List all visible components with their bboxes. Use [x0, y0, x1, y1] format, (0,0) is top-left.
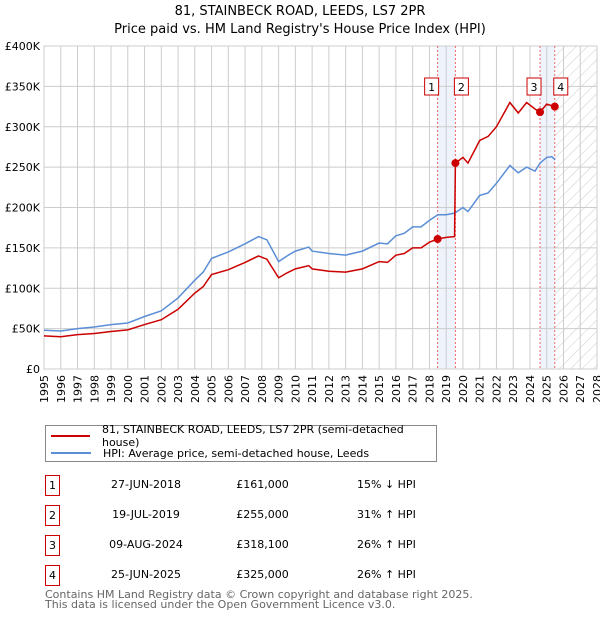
x-tick-label: 2001 [139, 375, 152, 403]
transaction-price: £325,000 [236, 568, 289, 581]
x-tick-label: 2000 [122, 375, 135, 403]
x-tick-label: 2020 [457, 375, 470, 403]
sale-point [433, 234, 442, 243]
legend-swatch-red [51, 435, 90, 437]
x-tick-label: 2004 [189, 375, 202, 403]
chart-title: 81, STAINBECK ROAD, LEEDS, LS7 2PR [174, 4, 426, 19]
y-tick-label: £100K [5, 282, 41, 295]
transaction-number: 4 [45, 565, 60, 586]
transaction-number: 1 [45, 475, 60, 496]
x-tick-label: 2018 [423, 375, 436, 403]
y-tick-label: £150K [5, 242, 41, 255]
x-tick-label: 2028 [591, 375, 600, 403]
x-tick-label: 2005 [206, 375, 219, 403]
price-chart: 1995 1996 1997 1998 1999 2000 2001 2002 2003 2004… [5, 40, 600, 403]
y-tick-label: £0 [26, 363, 40, 376]
sale-point [451, 159, 460, 168]
x-tick-label: 2026 [557, 375, 570, 403]
transaction-date: 27-JUN-2018 [110, 478, 182, 491]
x-tick-label: 2024 [524, 375, 537, 403]
transaction-label: 4 [557, 81, 564, 94]
transaction-hpi-diff: 15% ↓ HPI [357, 478, 416, 491]
x-tick-label: 2016 [390, 375, 403, 403]
transaction-date: 09-AUG-2024 [109, 538, 183, 551]
transaction-row: 1 27-JUN-2018 £161,000 15% ↓ HPI [45, 475, 445, 497]
sale-point [550, 102, 559, 111]
transaction-label: 2 [458, 81, 465, 94]
legend-swatch-blue [51, 452, 91, 454]
transaction-row: 2 19-JUL-2019 £255,000 31% ↑ HPI [45, 505, 445, 527]
plot-border [43, 45, 598, 370]
y-tick-label: £350K [5, 80, 41, 93]
transaction-price: £318,100 [236, 538, 289, 551]
y-tick-label: £300K [5, 121, 41, 134]
transaction-hpi-diff: 31% ↑ HPI [357, 508, 416, 521]
x-tick-label: 2019 [440, 375, 453, 403]
x-tick-label: 2006 [222, 375, 235, 403]
legend: 81, STAINBECK ROAD, LEEDS, LS7 2PR (semi… [45, 423, 437, 462]
x-tick-label: 1998 [88, 375, 101, 403]
transaction-label: 1 [428, 81, 435, 94]
x-tick-label: 2015 [373, 375, 386, 403]
x-tick-label: 2011 [306, 375, 319, 403]
footer-line: This data is licensed under the Open Gov… [45, 598, 396, 611]
sale-point [536, 108, 545, 117]
x-tick-label: 1997 [72, 375, 85, 403]
legend-item-hpi: HPI: Average price, semi-detached house,… [51, 445, 369, 461]
x-tick-label: 2002 [155, 375, 168, 403]
transaction-label-box [526, 77, 542, 96]
property-price-line [43, 101, 555, 338]
transaction-number: 2 [45, 505, 60, 526]
x-tick-label: 2003 [172, 375, 185, 403]
x-tick-label: 2010 [289, 375, 302, 403]
y-tick-label: £250K [5, 161, 41, 174]
transaction-label-box [553, 77, 569, 96]
x-tick-label: 1999 [105, 375, 118, 403]
legend-label: HPI: Average price, semi-detached house,… [103, 446, 370, 460]
transaction-label-box [453, 77, 469, 96]
x-tick-label: 2023 [507, 375, 520, 403]
y-tick-label: £400K [5, 40, 41, 53]
x-tick-label: 2027 [574, 375, 587, 403]
transaction-price: £255,000 [236, 508, 289, 521]
legend-item-property: 81, STAINBECK ROAD, LEEDS, LS7 2PR (semi… [51, 423, 436, 449]
footer: Contains HM Land Registry data © Crown c… [45, 588, 473, 611]
x-tick-label: 2009 [273, 375, 286, 403]
x-tick-label: 2013 [340, 375, 353, 403]
x-tick-label: 1996 [55, 375, 68, 403]
transaction-price: £161,000 [236, 478, 289, 491]
y-tick-label: £200K [5, 202, 41, 215]
chart-subtitle: Price paid vs. HM Land Registry's House … [114, 22, 486, 37]
legend-label: 81, STAINBECK ROAD, LEEDS, LS7 2PR (semi… [101, 423, 404, 449]
y-tick-label: £50K [12, 323, 41, 336]
x-tick-label: 2007 [239, 375, 252, 403]
transaction-number: 3 [45, 535, 60, 556]
x-tick-label: 2012 [323, 375, 336, 403]
transaction-label-box [424, 77, 440, 96]
x-tick-label: 2021 [474, 375, 487, 403]
x-tick-label: 2025 [541, 375, 554, 403]
x-tick-label: 2014 [356, 375, 369, 403]
transaction-label: 3 [531, 81, 538, 94]
transaction-date: 25-JUN-2025 [110, 568, 182, 581]
footer-line: Contains HM Land Registry data © Crown c… [45, 588, 473, 601]
transaction-row: 4 25-JUN-2025 £325,000 26% ↑ HPI [45, 565, 445, 587]
x-tick-label: 2022 [490, 375, 503, 403]
transaction-row: 3 09-AUG-2024 £318,100 26% ↑ HPI [45, 535, 445, 557]
transaction-hpi-diff: 26% ↑ HPI [357, 538, 416, 551]
x-tick-label: 2017 [407, 375, 420, 403]
hpi-line [43, 155, 556, 332]
x-tick-label: 1995 [38, 375, 51, 403]
transaction-hpi-diff: 26% ↑ HPI [357, 568, 416, 581]
transaction-date: 19-JUL-2019 [112, 508, 180, 521]
x-tick-label: 2008 [256, 375, 269, 403]
